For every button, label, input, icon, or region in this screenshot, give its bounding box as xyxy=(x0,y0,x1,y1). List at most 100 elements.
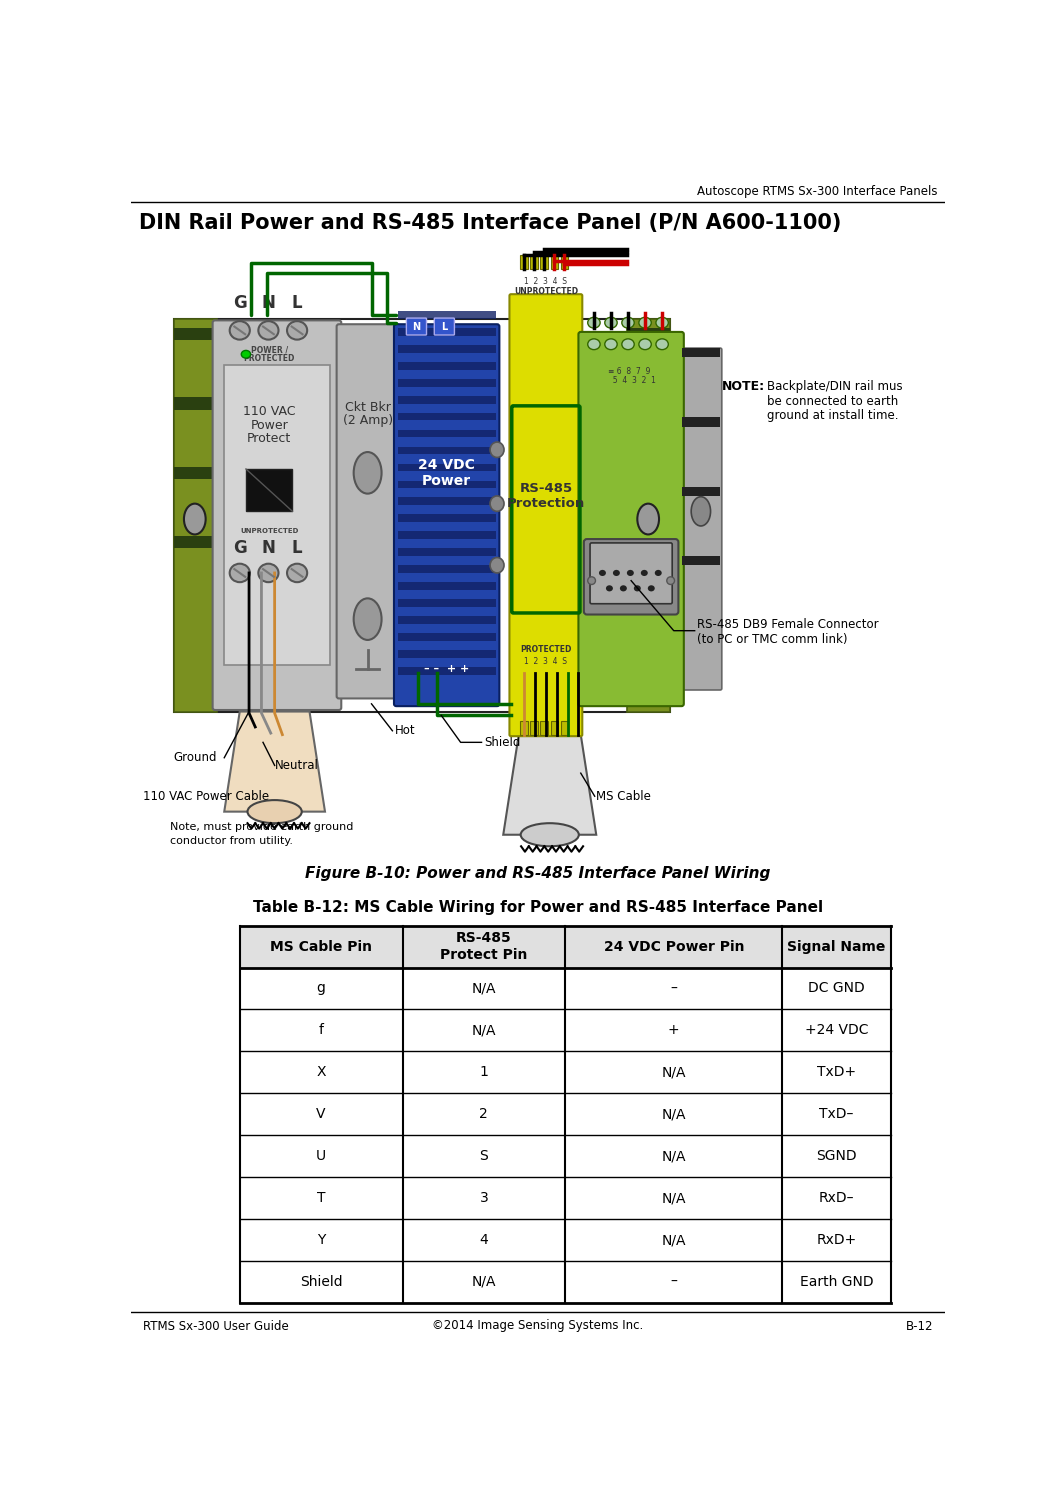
Ellipse shape xyxy=(638,339,651,350)
Text: U: U xyxy=(316,1149,327,1163)
Bar xyxy=(225,365,330,665)
Bar xyxy=(398,413,496,421)
Text: –: – xyxy=(670,981,677,996)
Bar xyxy=(521,255,528,269)
Ellipse shape xyxy=(638,317,651,327)
FancyBboxPatch shape xyxy=(212,320,341,710)
Text: Figure B-10: Power and RS-485 Interface Panel Wiring: Figure B-10: Power and RS-485 Interface … xyxy=(306,865,771,880)
Text: RS-485
Protect Pin: RS-485 Protect Pin xyxy=(440,931,527,961)
Ellipse shape xyxy=(656,339,669,350)
Ellipse shape xyxy=(490,496,504,511)
Bar xyxy=(398,667,496,674)
Text: DIN Rail Power and RS-485 Interface Panel (P/N A600-1100): DIN Rail Power and RS-485 Interface Pane… xyxy=(139,213,841,233)
FancyBboxPatch shape xyxy=(174,318,216,712)
Text: POWER /: POWER / xyxy=(251,345,288,354)
Text: RS-485: RS-485 xyxy=(520,482,572,494)
Text: V: V xyxy=(316,1107,326,1122)
Ellipse shape xyxy=(598,569,606,577)
Text: +: + xyxy=(668,1023,679,1038)
Text: +24 VDC: +24 VDC xyxy=(804,1023,868,1038)
Bar xyxy=(521,721,528,734)
Text: N/A: N/A xyxy=(662,1233,686,1247)
Text: g: g xyxy=(317,981,326,996)
Bar xyxy=(174,398,216,410)
Text: RxD+: RxD+ xyxy=(817,1233,857,1247)
Text: N: N xyxy=(261,294,275,312)
Bar xyxy=(398,345,496,353)
Ellipse shape xyxy=(287,321,308,339)
Text: conductor from utility.: conductor from utility. xyxy=(170,837,293,846)
Text: N: N xyxy=(261,539,275,557)
Bar xyxy=(627,327,670,341)
Text: Shield: Shield xyxy=(300,1275,342,1289)
Bar xyxy=(561,255,568,269)
Ellipse shape xyxy=(648,586,655,592)
Text: Power: Power xyxy=(250,419,288,431)
Ellipse shape xyxy=(640,569,648,577)
FancyBboxPatch shape xyxy=(584,539,678,614)
Text: B-12: B-12 xyxy=(906,1319,933,1332)
FancyBboxPatch shape xyxy=(509,294,583,736)
Bar xyxy=(627,467,670,479)
Text: 2: 2 xyxy=(480,1107,488,1122)
Bar xyxy=(398,311,496,318)
Ellipse shape xyxy=(667,577,674,584)
Bar xyxy=(398,514,496,523)
Text: N/A: N/A xyxy=(662,1065,686,1080)
Bar xyxy=(398,616,496,623)
Text: N/A: N/A xyxy=(662,1149,686,1163)
Text: 1  2  3  4  S: 1 2 3 4 S xyxy=(524,656,567,665)
Ellipse shape xyxy=(521,823,579,846)
Text: 3: 3 xyxy=(480,1191,488,1205)
Text: 1: 1 xyxy=(480,1065,488,1080)
Text: RTMS Sx-300 User Guide: RTMS Sx-300 User Guide xyxy=(143,1319,289,1332)
Text: ≡ 6  8  7  9: ≡ 6 8 7 9 xyxy=(608,366,650,376)
Bar xyxy=(398,362,496,369)
Text: Signal Name: Signal Name xyxy=(788,940,886,954)
Text: 24 VDC Power Pin: 24 VDC Power Pin xyxy=(604,940,744,954)
Text: ©2014 Image Sensing Systems Inc.: ©2014 Image Sensing Systems Inc. xyxy=(433,1319,644,1332)
Text: 5  4  3  2  1: 5 4 3 2 1 xyxy=(608,376,656,385)
Bar xyxy=(246,469,293,511)
Text: MS Cable: MS Cable xyxy=(596,790,651,802)
Ellipse shape xyxy=(248,801,301,823)
Ellipse shape xyxy=(184,503,206,535)
Bar xyxy=(174,318,670,712)
Polygon shape xyxy=(225,712,326,811)
Ellipse shape xyxy=(287,563,308,583)
Bar xyxy=(530,255,538,269)
FancyBboxPatch shape xyxy=(680,348,721,689)
Text: T: T xyxy=(317,1191,326,1205)
Ellipse shape xyxy=(655,569,662,577)
Text: Shield: Shield xyxy=(484,736,520,749)
Bar xyxy=(530,721,538,734)
Text: TxD+: TxD+ xyxy=(817,1065,856,1080)
Text: UNPROTECTED: UNPROTECTED xyxy=(240,527,298,533)
Bar xyxy=(681,487,720,496)
Bar xyxy=(398,650,496,658)
Text: N/A: N/A xyxy=(471,981,496,996)
Ellipse shape xyxy=(588,317,601,327)
Text: L: L xyxy=(292,539,302,557)
Text: L: L xyxy=(292,294,302,312)
Text: Autoscope RTMS Sx-300 Interface Panels: Autoscope RTMS Sx-300 Interface Panels xyxy=(697,185,938,198)
FancyBboxPatch shape xyxy=(406,318,426,335)
Text: RS-485 DB9 Female Connector: RS-485 DB9 Female Connector xyxy=(697,617,879,631)
Bar xyxy=(550,255,559,269)
Text: Backplate/DIN rail mus: Backplate/DIN rail mus xyxy=(766,380,902,394)
Text: X: X xyxy=(316,1065,326,1080)
Ellipse shape xyxy=(627,569,634,577)
Text: Hot: Hot xyxy=(395,724,416,737)
Text: Y: Y xyxy=(317,1233,326,1247)
FancyBboxPatch shape xyxy=(337,324,399,698)
Bar xyxy=(541,255,548,269)
Bar xyxy=(561,721,568,734)
Ellipse shape xyxy=(622,317,634,327)
Text: Protection: Protection xyxy=(507,497,585,511)
Text: Power: Power xyxy=(422,473,471,488)
Ellipse shape xyxy=(637,503,659,535)
Text: 110 VAC: 110 VAC xyxy=(243,404,295,418)
Bar xyxy=(681,418,720,427)
Text: L: L xyxy=(441,321,447,332)
Bar xyxy=(398,583,496,590)
